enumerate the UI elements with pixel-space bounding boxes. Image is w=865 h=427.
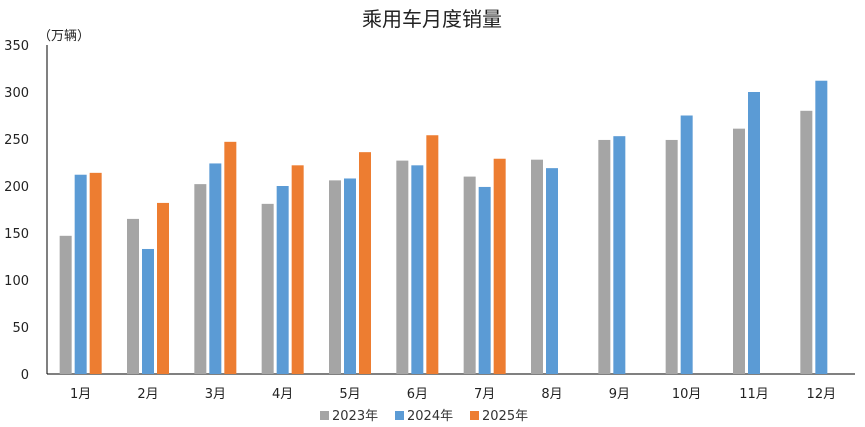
bar-2025年-1月 [89, 172, 102, 374]
bar-2023年-4月 [261, 203, 274, 374]
bar-2025年-3月 [224, 141, 237, 374]
y-tick-label: 50 [12, 321, 29, 336]
x-tick-label: 10月 [672, 387, 702, 402]
y-axis: 0 50 100 150 200 250 300 350 [4, 39, 29, 383]
bar-2024年-1月 [74, 174, 87, 374]
legend-swatch [395, 411, 404, 420]
x-tick-label: 4月 [272, 387, 293, 402]
bar-2025年-5月 [359, 152, 371, 374]
legend-label: 2023年 [332, 409, 378, 424]
x-tick-label: 5月 [339, 387, 360, 402]
bar-2023年-7月 [463, 176, 476, 374]
y-tick-label: 100 [4, 274, 29, 289]
bar-2024年-9月 [613, 136, 626, 374]
bar-2023年-9月 [598, 139, 611, 374]
y-tick-label: 150 [4, 227, 29, 242]
bar-2024年-8月 [546, 168, 558, 374]
bar-2024年-11月 [748, 92, 760, 374]
x-tick-label: 11月 [739, 387, 769, 402]
bar-2023年-2月 [127, 218, 139, 374]
legend-label: 2024年 [407, 409, 453, 424]
x-tick-label: 6月 [407, 387, 428, 402]
bar-2025年-7月 [493, 158, 506, 374]
y-axis-unit-label: （万辆） [38, 29, 90, 44]
bar-2024年-4月 [276, 186, 289, 374]
legend-swatch [320, 411, 329, 420]
legend-swatch [470, 411, 479, 420]
bar-2023年-3月 [194, 184, 207, 374]
bar-2023年-6月 [396, 160, 409, 374]
y-tick-label: 300 [4, 86, 29, 101]
bars [59, 80, 828, 375]
x-axis: 1月 2月 3月 4月 5月 6月 7月 8月 9月 10月 11月 12月 [70, 387, 836, 402]
legend-label: 2025年 [482, 409, 528, 424]
bar-2023年-1月 [59, 235, 72, 374]
bar-2023年-11月 [733, 128, 745, 374]
bar-2024年-3月 [209, 163, 222, 374]
bar-2024年-10月 [680, 115, 693, 374]
bar-2025年-6月 [426, 135, 439, 374]
bar-2025年-2月 [157, 202, 169, 374]
bar-2023年-5月 [329, 180, 341, 374]
x-tick-label: 8月 [541, 387, 562, 402]
bar-2024年-7月 [478, 186, 491, 374]
x-tick-label: 2月 [137, 387, 158, 402]
bar-2023年-12月 [800, 110, 813, 375]
x-tick-label: 12月 [807, 387, 837, 402]
bar-2023年-8月 [531, 159, 543, 374]
bar-2024年-6月 [411, 165, 424, 374]
x-tick-label: 3月 [205, 387, 226, 402]
bar-2024年-2月 [142, 248, 154, 374]
x-tick-label: 7月 [474, 387, 495, 402]
y-tick-label: 0 [21, 368, 29, 383]
x-tick-label: 1月 [70, 387, 91, 402]
legend: 2023年 2024年 2025年 [320, 409, 528, 424]
bar-2024年-5月 [344, 178, 356, 374]
chart-title: 乘用车月度销量 [362, 7, 502, 31]
bar-2024年-12月 [815, 80, 828, 374]
y-tick-label: 350 [4, 39, 29, 54]
y-tick-label: 250 [4, 133, 29, 148]
y-tick-label: 200 [4, 180, 29, 195]
bar-2023年-10月 [665, 139, 678, 374]
x-tick-label: 9月 [609, 387, 630, 402]
bar-2025年-4月 [291, 165, 304, 374]
